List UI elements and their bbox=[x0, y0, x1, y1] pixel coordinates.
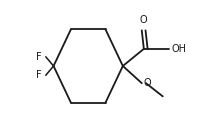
Text: O: O bbox=[143, 78, 151, 88]
Text: OH: OH bbox=[171, 44, 186, 54]
Text: F: F bbox=[36, 70, 42, 80]
Text: O: O bbox=[140, 15, 147, 25]
Text: F: F bbox=[36, 52, 42, 62]
